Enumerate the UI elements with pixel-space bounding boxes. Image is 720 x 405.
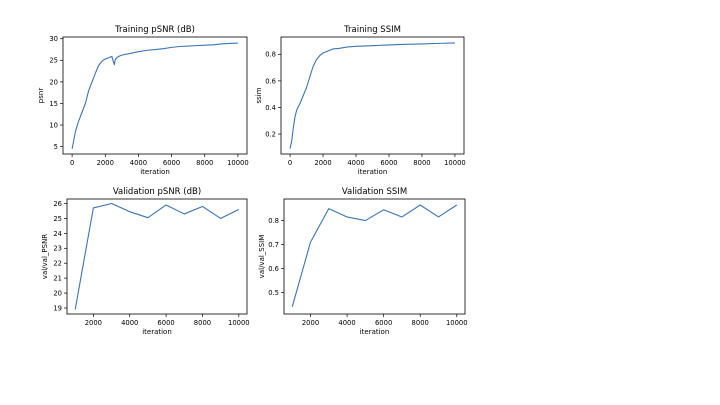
validation-ssim-ytick-label: 0.5 bbox=[268, 289, 279, 297]
validation-psnr-ytick-label: 20 bbox=[53, 289, 62, 297]
training-psnr-ytick-label: 25 bbox=[49, 57, 58, 65]
validation-psnr-ytick-label: 22 bbox=[53, 260, 62, 268]
training-psnr-xtick-label: 10000 bbox=[227, 159, 249, 167]
training-psnr-xtick-label: 6000 bbox=[163, 159, 180, 167]
validation-psnr-xtick-label: 6000 bbox=[157, 319, 174, 327]
training-ssim-xtick-label: 10000 bbox=[444, 159, 466, 167]
training-ssim-ylabel: ssim bbox=[255, 87, 263, 103]
training-psnr-ytick-label: 20 bbox=[49, 78, 58, 86]
validation-psnr-ylabel: val/val_PSNR bbox=[41, 234, 49, 280]
training-psnr-ytick-label: 30 bbox=[49, 35, 58, 43]
training-ssim-xlabel: iteration bbox=[358, 168, 388, 176]
training-psnr-xtick-label: 0 bbox=[70, 159, 74, 167]
training-psnr-axes-frame bbox=[62, 36, 248, 155]
training-psnr-xtick-label: 4000 bbox=[130, 159, 147, 167]
validation-psnr-xlabel: iteration bbox=[142, 328, 172, 336]
training-psnr-ytick-label: 10 bbox=[49, 121, 58, 129]
validation-psnr-title: Validation pSNR (dB) bbox=[113, 187, 201, 197]
validation-ssim-xtick-label: 4000 bbox=[338, 319, 355, 327]
validation-psnr-xtick-label: 10000 bbox=[228, 319, 250, 327]
validation-ssim-ylabel: val/val_SSIM bbox=[258, 235, 266, 279]
validation-psnr-ytick-label: 21 bbox=[53, 275, 62, 283]
validation-psnr-ytick-label: 23 bbox=[53, 245, 62, 253]
training-ssim-xtick-label: 6000 bbox=[380, 159, 397, 167]
training-ssim-panel: 0 2000 4000 6000 8000 10000 0.2 0.4 0.6 0.8 Traini… bbox=[255, 25, 466, 176]
training-psnr-title: Training pSNR (dB) bbox=[114, 25, 195, 35]
validation-psnr-xtick-label: 2000 bbox=[85, 319, 102, 327]
training-ssim-ytick-label: 0.6 bbox=[265, 77, 276, 85]
training-ssim-xtick-label: 0 bbox=[288, 159, 292, 167]
validation-psnr-ytick-label: 25 bbox=[53, 215, 62, 223]
validation-psnr-ytick-label: 26 bbox=[53, 200, 62, 208]
training-psnr-ytick-label: 5 bbox=[54, 143, 58, 151]
validation-ssim-title: Validation SSIM bbox=[342, 187, 407, 197]
validation-psnr-xtick-label: 4000 bbox=[121, 319, 138, 327]
validation-ssim-xtick-label: 6000 bbox=[375, 319, 392, 327]
validation-ssim-xtick-label: 8000 bbox=[412, 319, 429, 327]
validation-ssim-panel: 2000 4000 6000 8000 10000 0.5 0.6 0.7 0.8 Validat… bbox=[258, 187, 468, 336]
validation-psnr-ytick-label: 24 bbox=[53, 230, 62, 238]
training-ssim-title: Training SSIM bbox=[343, 25, 401, 35]
training-psnr-ylabel: psnr bbox=[37, 88, 45, 104]
training-ssim-xtick-label: 2000 bbox=[314, 159, 331, 167]
validation-psnr-panel: 2000 4000 6000 8000 10000 19 20 21 22 23 24 25 26 Val… bbox=[41, 187, 250, 336]
training-ssim-series-line bbox=[289, 42, 455, 149]
training-psnr-panel: 0 2000 4000 6000 8000 10000 5 10 15 20 25 30 Trainin… bbox=[37, 25, 249, 176]
training-psnr-xtick-label: 2000 bbox=[97, 159, 114, 167]
validation-psnr-series-line bbox=[74, 202, 240, 310]
training-ssim-axes-frame bbox=[280, 36, 465, 155]
training-ssim-ytick-label: 0.8 bbox=[265, 51, 276, 59]
validation-ssim-series-line bbox=[291, 204, 458, 307]
validation-ssim-xtick-label: 10000 bbox=[446, 319, 468, 327]
validation-psnr-ytick-label: 19 bbox=[53, 304, 62, 312]
validation-ssim-xlabel: iteration bbox=[360, 328, 390, 336]
training-psnr-xlabel: iteration bbox=[140, 168, 170, 176]
training-psnr-ytick-label: 15 bbox=[49, 100, 58, 108]
training-ssim-xtick-label: 8000 bbox=[413, 159, 430, 167]
validation-psnr-xtick-label: 8000 bbox=[194, 319, 211, 327]
validation-ssim-ytick-label: 0.7 bbox=[268, 241, 279, 249]
training-psnr-series-line bbox=[71, 42, 238, 149]
training-psnr-xtick-label: 8000 bbox=[196, 159, 213, 167]
validation-ssim-ytick-label: 0.6 bbox=[268, 265, 279, 273]
validation-psnr-axes-frame bbox=[66, 198, 248, 315]
training-ssim-xtick-label: 4000 bbox=[347, 159, 364, 167]
validation-ssim-axes-frame bbox=[283, 198, 466, 315]
training-ssim-ytick-label: 0.4 bbox=[265, 104, 276, 112]
validation-ssim-ytick-label: 0.8 bbox=[268, 217, 279, 225]
training-ssim-ytick-label: 0.2 bbox=[265, 130, 276, 138]
validation-ssim-xtick-label: 2000 bbox=[302, 319, 319, 327]
